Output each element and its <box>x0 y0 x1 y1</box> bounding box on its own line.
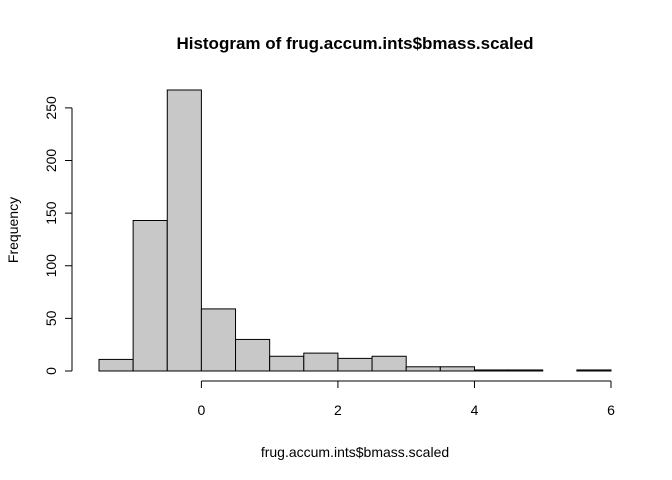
histogram-bar <box>473 369 510 372</box>
y-tick-label: 50 <box>43 310 59 326</box>
y-tick-label: 250 <box>43 96 59 120</box>
histogram-bar <box>303 352 339 372</box>
histogram-bar <box>269 355 305 372</box>
chart-title: Histogram of frug.accum.ints$bmass.scale… <box>176 34 533 53</box>
histogram-bar <box>576 369 612 372</box>
histogram-bar <box>337 357 373 372</box>
y-tick-label: 150 <box>43 201 59 225</box>
x-tick-label: 2 <box>334 402 342 418</box>
x-axis-label: frug.accum.ints$bmass.scaled <box>261 444 449 460</box>
y-axis-label: Frequency <box>5 197 21 263</box>
x-tick-label: 6 <box>607 402 615 418</box>
histogram-bar <box>405 366 441 372</box>
y-axis: 0 50 100 150 200 250 <box>43 96 73 375</box>
histogram-bar <box>166 89 202 372</box>
x-tick-label: 4 <box>471 402 479 418</box>
histogram-bar <box>371 355 407 372</box>
x-tick-label: 0 <box>198 402 206 418</box>
histogram-bar <box>200 308 237 372</box>
histogram-bar <box>439 366 475 372</box>
histogram-bar <box>132 220 168 372</box>
y-tick-label: 100 <box>43 254 59 278</box>
histogram-bar <box>508 369 544 372</box>
bars-group <box>98 89 612 372</box>
y-tick-label: 200 <box>43 149 59 173</box>
y-tick-label: 0 <box>43 367 59 375</box>
histogram-bar <box>98 358 134 372</box>
histogram-bar <box>235 338 271 372</box>
x-axis: 0 2 4 6 <box>198 380 615 418</box>
